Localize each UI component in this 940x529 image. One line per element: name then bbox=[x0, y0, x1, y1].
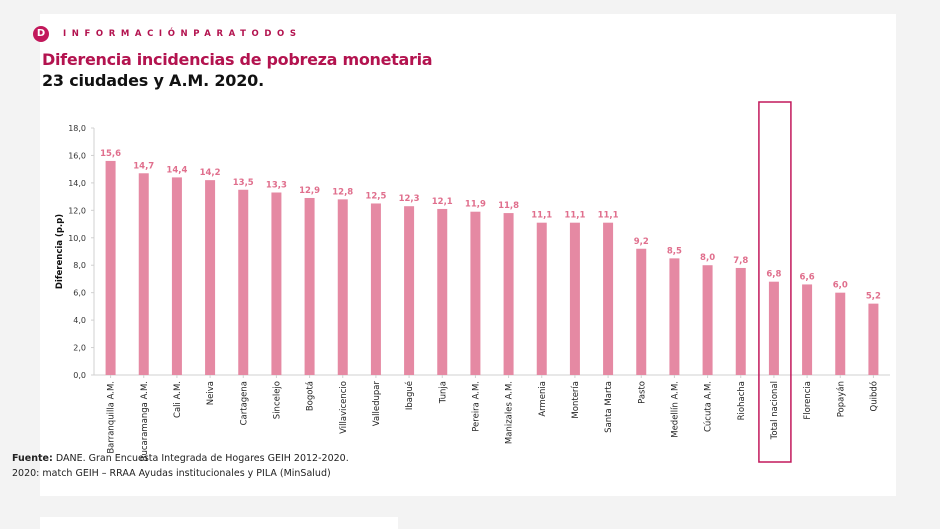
bar bbox=[171, 177, 182, 375]
y-tick-label: 10,0 bbox=[68, 234, 86, 243]
data-label: 6,0 bbox=[833, 281, 848, 291]
bar bbox=[205, 180, 216, 375]
bar bbox=[503, 213, 514, 375]
bar bbox=[735, 267, 746, 375]
bar bbox=[470, 211, 481, 375]
data-label: 13,5 bbox=[233, 178, 254, 188]
y-tick-label: 4,0 bbox=[73, 316, 86, 325]
x-tick-label: Cali A.M. bbox=[173, 381, 183, 418]
bar bbox=[536, 222, 547, 375]
x-tick-label: Santa Marta bbox=[604, 381, 614, 433]
slide-panel bbox=[40, 14, 896, 496]
bar bbox=[603, 222, 614, 375]
x-tick-label: Florencia bbox=[803, 381, 813, 420]
data-label: 6,8 bbox=[766, 270, 781, 280]
chart-title: Diferencia incidencias de pobreza moneta… bbox=[42, 50, 433, 69]
bar bbox=[802, 284, 813, 375]
source-label: Fuente: bbox=[12, 453, 53, 464]
bar bbox=[768, 281, 779, 375]
chart-subtitle: 23 ciudades y A.M. 2020. bbox=[42, 71, 264, 90]
data-label: 14,4 bbox=[166, 165, 187, 175]
x-tick-label: Manizales A.M. bbox=[505, 381, 515, 444]
bar bbox=[702, 265, 713, 375]
y-tick-label: 6,0 bbox=[73, 289, 86, 298]
y-tick-label: 0,0 bbox=[73, 371, 86, 380]
y-tick-label: 2,0 bbox=[73, 344, 86, 353]
bar bbox=[370, 203, 381, 375]
brand-header: D INFORMACIÓNPARATODOS bbox=[33, 26, 302, 42]
data-label: 14,2 bbox=[200, 168, 221, 178]
x-tick-label: Montería bbox=[571, 381, 581, 419]
data-label: 12,9 bbox=[299, 186, 320, 196]
bar bbox=[105, 160, 116, 375]
data-label: 12,1 bbox=[432, 197, 453, 207]
y-tick-label: 16,0 bbox=[68, 151, 86, 160]
x-tick-label: Medellín A.M. bbox=[670, 381, 680, 438]
bar bbox=[138, 173, 149, 375]
y-tick-label: 14,0 bbox=[68, 179, 86, 188]
data-label: 12,5 bbox=[365, 191, 386, 201]
x-tick-label: Villavicencio bbox=[339, 381, 349, 434]
x-tick-label: Bogotá bbox=[306, 381, 316, 411]
y-tick-label: 8,0 bbox=[73, 261, 86, 270]
brand-text: INFORMACIÓNPARATODOS bbox=[63, 29, 302, 39]
bar bbox=[238, 189, 249, 375]
data-label: 11,1 bbox=[531, 211, 552, 221]
data-label: 13,3 bbox=[266, 180, 287, 190]
next-slide-panel bbox=[40, 517, 398, 529]
bar bbox=[868, 303, 879, 375]
y-tick-label: 18,0 bbox=[68, 124, 86, 133]
bar bbox=[569, 222, 580, 375]
x-tick-label: Barranquilla A.M. bbox=[107, 381, 117, 454]
x-tick-label: Tunja bbox=[438, 381, 448, 404]
bar bbox=[669, 258, 680, 375]
data-label: 15,6 bbox=[100, 149, 121, 159]
x-tick-label: Cartagena bbox=[239, 381, 249, 425]
bar bbox=[636, 248, 647, 375]
x-tick-label: Total nacional bbox=[770, 381, 780, 440]
data-label: 12,8 bbox=[332, 187, 353, 197]
data-label: 11,9 bbox=[465, 200, 486, 210]
x-tick-label: Armenia bbox=[538, 381, 548, 417]
y-axis-label: Diferencia (p.p) bbox=[55, 214, 65, 289]
x-tick-label: Bucaramanga A.M. bbox=[140, 381, 150, 461]
data-label: 5,2 bbox=[866, 292, 881, 302]
bar bbox=[437, 208, 448, 375]
data-label: 11,1 bbox=[564, 211, 585, 221]
bar bbox=[404, 206, 415, 375]
highlight-box bbox=[758, 101, 792, 463]
y-tick-label: 12,0 bbox=[68, 206, 86, 215]
source-note: Fuente: DANE. Gran Encuesta Integrada de… bbox=[12, 453, 349, 464]
data-label: 12,3 bbox=[399, 194, 420, 204]
x-tick-label: Popayán bbox=[836, 381, 846, 417]
x-tick-label: Ibagué bbox=[404, 381, 415, 410]
data-label: 11,1 bbox=[598, 211, 619, 221]
source-text: DANE. Gran Encuesta Integrada de Hogares… bbox=[55, 453, 349, 464]
x-tick-label: Neiva bbox=[206, 381, 216, 405]
data-label: 6,6 bbox=[800, 272, 815, 282]
x-tick-label: Valledupar bbox=[372, 381, 382, 427]
brand-logo-icon: D bbox=[33, 26, 49, 42]
bar bbox=[271, 192, 282, 375]
x-tick-label: Quibdó bbox=[868, 381, 879, 411]
x-tick-label: Pereira A.M. bbox=[471, 381, 481, 432]
bar bbox=[337, 199, 348, 375]
data-label: 7,8 bbox=[733, 256, 748, 266]
data-label: 14,7 bbox=[133, 161, 154, 171]
data-label: 8,5 bbox=[667, 246, 682, 256]
x-tick-label: Riohacha bbox=[737, 381, 747, 420]
bar bbox=[835, 292, 846, 375]
x-tick-label: Sincelejo bbox=[272, 381, 282, 419]
x-tick-label: Cúcuta A.M. bbox=[704, 381, 714, 432]
source-note-line2: 2020: match GEIH – RRAA Ayudas instituci… bbox=[12, 468, 331, 479]
bar bbox=[304, 197, 315, 375]
data-label: 9,2 bbox=[634, 237, 649, 247]
x-tick-label: Pasto bbox=[637, 381, 647, 404]
data-label: 11,8 bbox=[498, 201, 519, 211]
bar-chart: 0,0 2,0 4,0 6,0 8,0 10,0 12,0 14,0 16,0 18,0 Difer… bbox=[55, 101, 890, 463]
data-label: 8,0 bbox=[700, 253, 715, 263]
